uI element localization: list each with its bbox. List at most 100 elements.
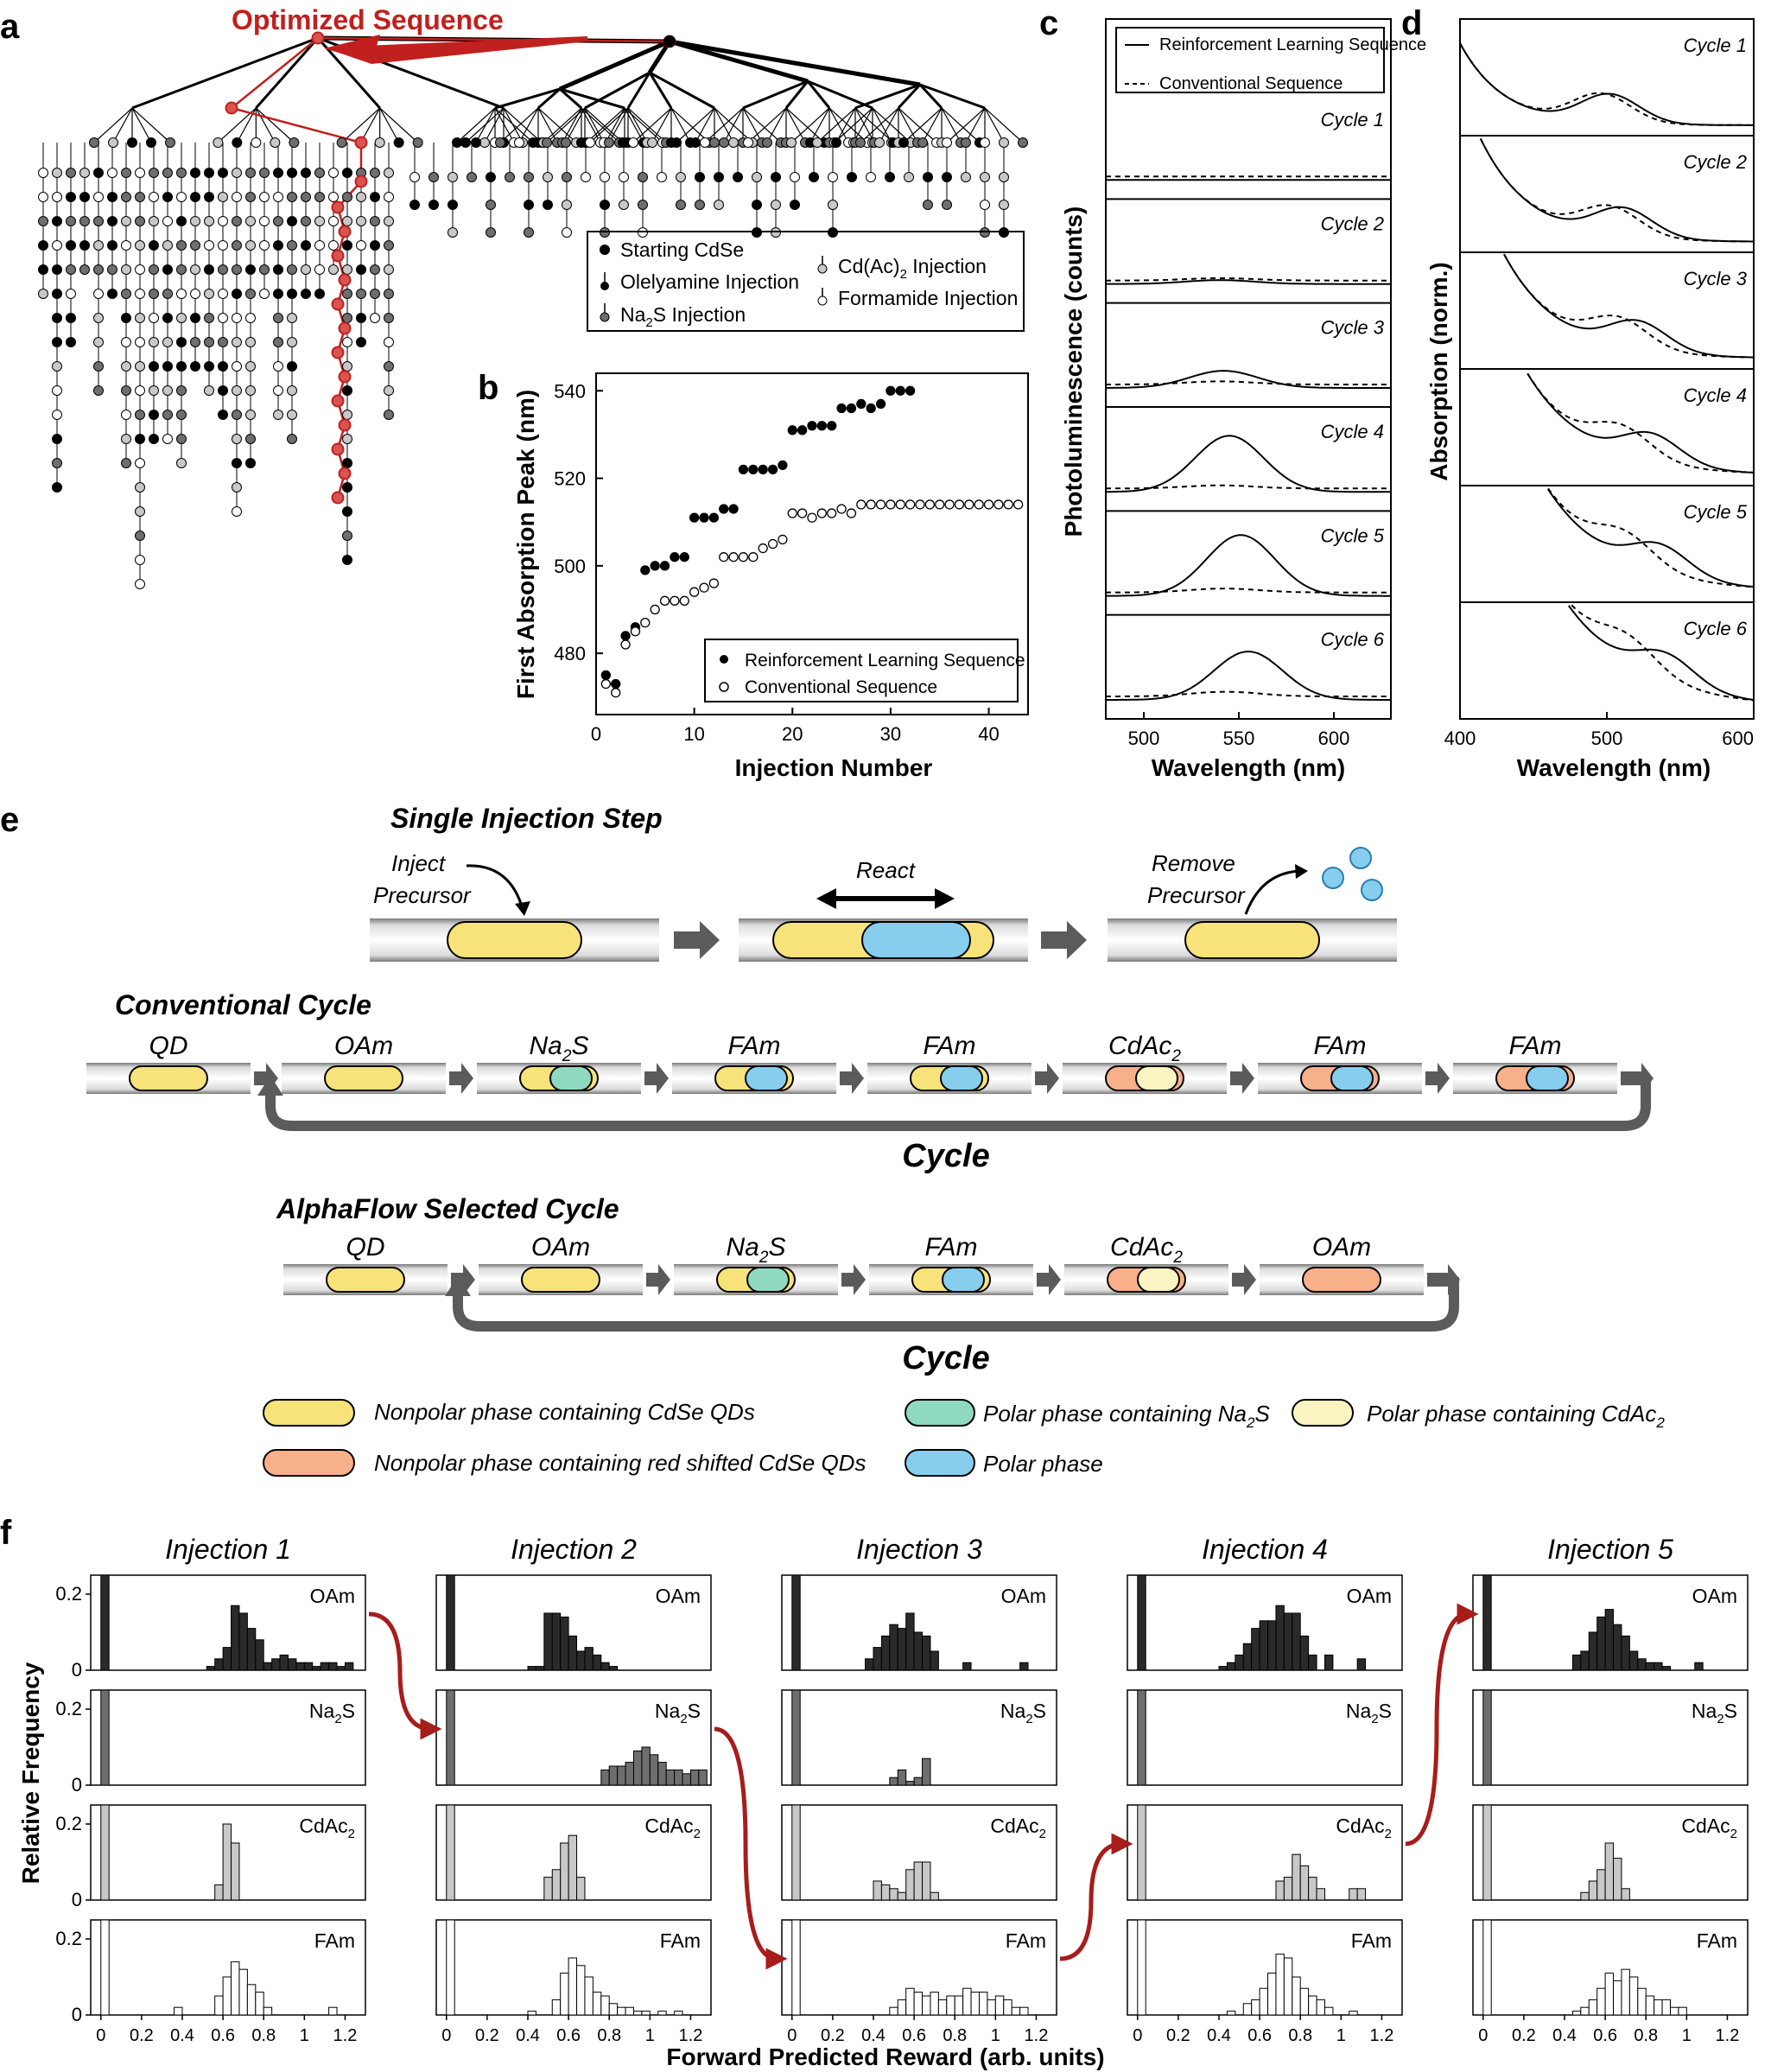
tree-node xyxy=(52,361,62,372)
legend-teal: Polar phase containing Na2S xyxy=(983,1401,1270,1431)
conventional-point xyxy=(611,688,621,698)
rl-curve xyxy=(1106,651,1391,701)
tree-edge xyxy=(648,72,673,109)
legend-orange: Nonpolar phase containing red shifted Cd… xyxy=(374,1450,866,1476)
tree-node xyxy=(232,410,242,420)
tree-node xyxy=(93,313,104,323)
tree-node xyxy=(866,172,876,182)
histogram-bar xyxy=(568,1635,578,1671)
tree-node xyxy=(245,240,256,251)
tree-node xyxy=(342,385,352,396)
x-tick-label: 0.8 xyxy=(597,2026,621,2045)
row-label-base: CdAc xyxy=(990,1815,1038,1837)
panel-e: e Single Injection Step Inject Precursor… xyxy=(0,801,1665,1477)
tree-node xyxy=(232,216,242,226)
conventional-point xyxy=(650,604,660,615)
tree-edge xyxy=(627,107,648,143)
tree-node xyxy=(245,264,256,275)
tree-edge xyxy=(494,87,561,110)
legend-swatch-cream xyxy=(1292,1399,1354,1427)
tree-node xyxy=(52,289,62,299)
conventional-point xyxy=(728,552,739,562)
tree-node xyxy=(204,192,214,202)
tree-edge xyxy=(518,107,539,143)
conventional-curve xyxy=(1105,588,1391,594)
tree-node xyxy=(356,337,366,347)
row-label-sub: 2 xyxy=(680,1712,687,1726)
tree-node xyxy=(162,410,173,420)
x-tick-label: 0 xyxy=(1478,2026,1488,2045)
tree-edge xyxy=(941,107,981,143)
tree-edge xyxy=(627,107,667,143)
tree-node xyxy=(149,434,159,444)
histogram-bar xyxy=(657,2011,667,2016)
legend-fam: Formamide Injection xyxy=(838,287,1018,309)
y-tick-label: 0 xyxy=(72,1659,82,1681)
tree-node xyxy=(66,240,76,251)
optimized-node xyxy=(331,442,345,456)
row-label-sub: 2 xyxy=(1371,1712,1378,1726)
nonpolar-slug xyxy=(521,1267,600,1293)
histogram-bar xyxy=(527,2011,536,2016)
tree-node xyxy=(342,192,352,202)
legend-swatch-teal xyxy=(905,1399,975,1427)
tree-node xyxy=(771,200,781,210)
cycle-label: Cycle 3 xyxy=(1684,268,1748,289)
histogram-bar xyxy=(1349,1888,1358,1901)
legend-yellow: Nonpolar phase containing CdSe QDs xyxy=(374,1399,755,1425)
conventional-point xyxy=(670,595,680,606)
histogram-bar xyxy=(632,1750,643,1786)
step-label-text: CdAc xyxy=(1110,1233,1173,1262)
histogram-bar xyxy=(1604,1973,1615,2016)
row-label: OAm xyxy=(1001,1585,1046,1607)
reference-bar xyxy=(1137,1919,1146,2016)
histogram-bar xyxy=(600,1995,610,2016)
tree-edge xyxy=(860,107,899,143)
tree-node xyxy=(384,240,394,251)
nonpolar-slug xyxy=(129,1065,208,1091)
cycle-label: Cycle 6 xyxy=(1684,618,1748,639)
tree-node xyxy=(146,137,156,148)
react-arrow-right-head xyxy=(935,888,955,909)
rl-point xyxy=(748,464,759,475)
x-tick-label: 600 xyxy=(1318,728,1350,749)
histogram-bar xyxy=(978,1992,988,2016)
y-tick-label: 480 xyxy=(554,643,586,664)
histogram-bar xyxy=(970,1992,980,2016)
tree-node xyxy=(370,264,380,275)
histogram-bar xyxy=(246,1984,257,2016)
histogram-bar xyxy=(206,1666,216,1671)
cycle-label: Cycle 6 xyxy=(1321,629,1385,651)
x-tick-label: 1.2 xyxy=(1716,2026,1740,2045)
x-tick-label: 0.6 xyxy=(1247,2026,1272,2045)
nonpolar-slug xyxy=(447,921,582,959)
inject-label-1: Inject xyxy=(391,850,447,876)
tree-node xyxy=(600,200,610,210)
tree-node xyxy=(259,168,270,178)
tree-node xyxy=(218,361,228,372)
histogram-bar xyxy=(897,1628,907,1671)
histogram-bar xyxy=(231,1961,240,2016)
conventional-point xyxy=(738,552,749,562)
row-label: Na2S xyxy=(309,1700,355,1726)
tree-node xyxy=(342,337,352,347)
nonpolar-slug xyxy=(326,1267,405,1293)
tree-node xyxy=(245,337,256,347)
x-tick-label: 1 xyxy=(300,2026,309,2045)
optimized-node xyxy=(331,297,345,311)
row-label: FAm xyxy=(1351,1929,1392,1952)
conventional-point xyxy=(640,618,651,628)
conventional-point xyxy=(983,499,994,510)
tree-node xyxy=(176,313,187,323)
tree-node xyxy=(923,172,933,182)
rl-point xyxy=(767,464,778,475)
step-label: OAm xyxy=(334,1032,393,1060)
tree-node xyxy=(289,137,300,148)
tree-node xyxy=(314,264,325,275)
tree-node xyxy=(190,168,200,178)
tree-node xyxy=(162,192,173,202)
tree-node xyxy=(149,240,159,251)
histogram-bar xyxy=(1645,1995,1655,2016)
tree-node xyxy=(245,458,256,468)
tree-node xyxy=(52,337,62,347)
